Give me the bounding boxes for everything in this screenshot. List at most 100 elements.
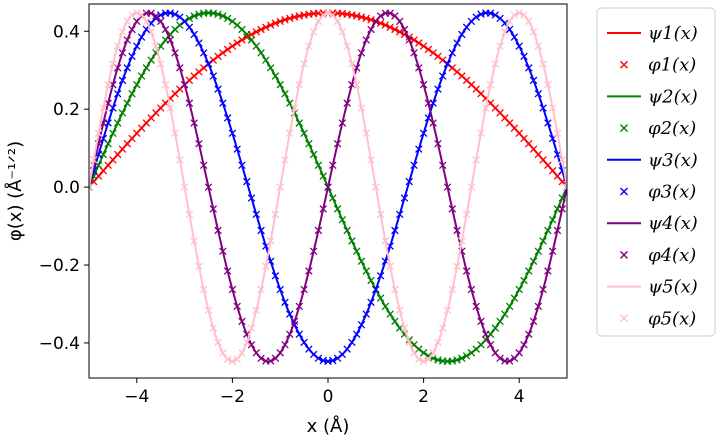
marker-phi5: [324, 9, 332, 17]
marker-phi4: [195, 140, 203, 148]
marker-phi4: [496, 354, 504, 363]
marker-phi1: [419, 42, 428, 50]
marker-phi4: [481, 330, 490, 338]
marker-phi3: [257, 226, 265, 235]
marker-phi4: [228, 285, 237, 294]
marker-phi4: [415, 64, 423, 72]
marker-phi5: [209, 324, 218, 332]
series-markers-phi4: [89, 9, 567, 365]
marker-phi3: [529, 76, 538, 85]
marker-phi5: [262, 262, 270, 270]
marker-phi2: [415, 345, 423, 353]
marker-phi3: [137, 33, 146, 41]
marker-phi5: [453, 262, 461, 270]
marker-phi5: [118, 28, 127, 36]
marker-phi3: [223, 114, 232, 122]
marker-phi4: [544, 267, 552, 275]
marker-phi5: [281, 156, 289, 164]
x-tick-label: 4: [514, 387, 525, 407]
marker-phi3: [247, 194, 256, 202]
marker-phi5: [520, 11, 528, 19]
marker-phi4: [410, 49, 418, 57]
marker-phi4: [448, 205, 457, 213]
marker-phi3: [458, 30, 466, 39]
marker-phi5: [319, 11, 327, 19]
marker-phi2: [496, 317, 504, 326]
marker-phi2: [281, 89, 289, 98]
marker-phi5: [477, 129, 485, 138]
marker-phi2: [147, 56, 155, 64]
marker-phi5: [415, 355, 423, 363]
marker-phi4: [238, 317, 246, 326]
marker-phi5: [156, 60, 165, 68]
marker-phi5: [228, 357, 237, 366]
marker-phi2: [309, 150, 318, 159]
marker-phi5: [90, 156, 98, 164]
marker-phi3: [118, 76, 127, 85]
marker-phi5: [133, 9, 141, 17]
marker-phi1: [219, 49, 227, 57]
marker-phi5: [343, 42, 351, 50]
legend-label: ψ4(x): [648, 213, 698, 234]
marker-phi4: [539, 285, 547, 294]
marker-phi3: [434, 85, 442, 93]
marker-phi4: [233, 302, 241, 311]
marker-phi3: [520, 52, 528, 61]
marker-phi5: [448, 285, 457, 294]
marker-phi1: [214, 52, 222, 61]
marker-phi4: [529, 317, 538, 326]
marker-phi5: [400, 324, 409, 332]
marker-phi4: [472, 302, 480, 311]
marker-phi4: [156, 17, 165, 26]
marker-phi3: [367, 298, 375, 307]
marker-phi3: [544, 119, 552, 127]
legend-item-phi5: φ5(x): [620, 308, 696, 329]
marker-phi4: [123, 36, 131, 44]
marker-phi1: [424, 45, 433, 54]
marker-phi4: [305, 267, 313, 275]
marker-phi1: [395, 28, 404, 36]
marker-phi4: [477, 317, 485, 326]
marker-phi5: [386, 262, 394, 270]
marker-phi3: [252, 210, 261, 219]
marker-phi4: [295, 302, 304, 311]
marker-phi1: [233, 39, 241, 47]
legend-label: φ1(x): [648, 55, 696, 76]
y-tick-label: 0.2: [53, 100, 80, 120]
marker-phi5: [467, 183, 476, 191]
marker-phi1: [381, 21, 390, 29]
marker-phi2: [276, 80, 284, 89]
marker-phi2: [510, 294, 519, 302]
legend-item-phi3: φ3(x): [620, 182, 696, 203]
marker-phi2: [142, 64, 151, 72]
marker-phi4: [199, 161, 208, 170]
marker-phi3: [453, 39, 461, 47]
marker-phi2: [467, 349, 476, 357]
legend-item-psi5: ψ5(x): [607, 277, 698, 298]
marker-phi2: [109, 129, 117, 138]
marker-phi2: [329, 194, 337, 202]
marker-phi3: [171, 10, 179, 19]
marker-phi4: [300, 285, 308, 294]
marker-phi2: [113, 119, 122, 127]
marker-phi1: [386, 23, 394, 31]
marker-phi5: [525, 17, 533, 26]
marker-phi3: [238, 161, 246, 170]
marker-phi5: [515, 9, 523, 17]
marker-phi5: [553, 129, 562, 138]
marker-phi2: [257, 49, 265, 57]
marker-phi4: [171, 49, 179, 57]
marker-phi5: [300, 60, 308, 68]
marker-phi5: [166, 104, 175, 112]
marker-phi2: [295, 119, 304, 127]
marker-phi3: [286, 310, 294, 318]
marker-phi3: [276, 285, 284, 294]
marker-phi5: [501, 28, 509, 36]
marker-phi3: [333, 354, 342, 363]
marker-phi1: [276, 17, 284, 26]
marker-phi4: [376, 12, 385, 20]
marker-phi5: [338, 28, 347, 36]
marker-phi5: [391, 285, 399, 294]
legend-box: [596, 7, 716, 337]
series-line-psi1: [89, 11, 567, 188]
